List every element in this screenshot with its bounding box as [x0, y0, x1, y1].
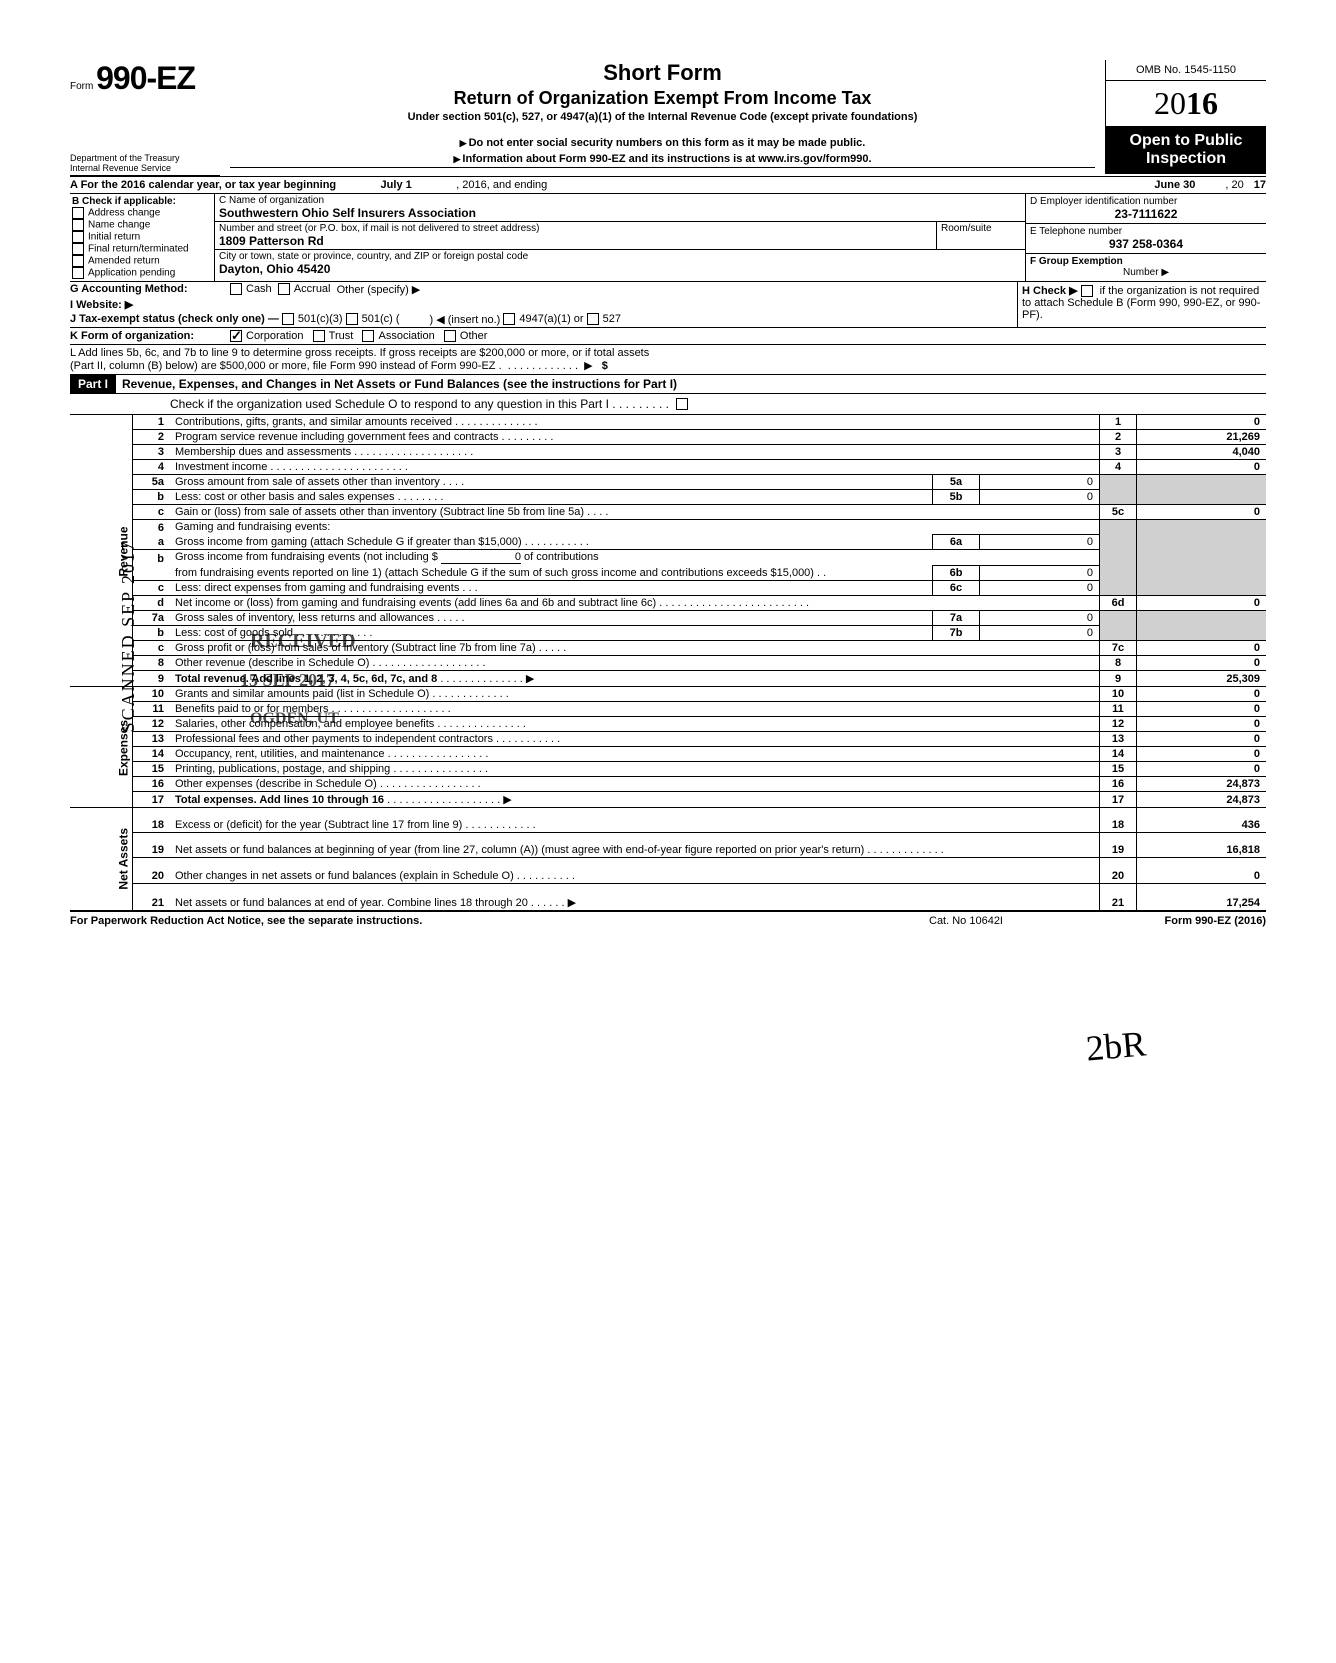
- chk-4947[interactable]: [503, 313, 515, 325]
- bcd-grid: B Check if applicable: Address change Na…: [70, 194, 1266, 282]
- line-5a-value[interactable]: 0: [980, 475, 1100, 490]
- org-city[interactable]: Dayton, Ohio 45420: [219, 262, 1021, 276]
- fy-end[interactable]: June 30: [1124, 179, 1225, 191]
- org-name[interactable]: Southwestern Ohio Self Insurers Associat…: [219, 206, 1021, 220]
- line-3-value[interactable]: 4,040: [1137, 445, 1267, 460]
- website[interactable]: I Website: ▶: [70, 298, 230, 311]
- omb: OMB No. 1545-1150: [1106, 60, 1266, 81]
- line-7a-value[interactable]: 0: [980, 611, 1100, 626]
- tax-year: 2016: [1106, 81, 1266, 126]
- chk-501c[interactable]: [346, 313, 358, 325]
- chk-other-org[interactable]: [444, 330, 456, 342]
- line-6b-value[interactable]: 0: [980, 566, 1100, 581]
- chk-initial-return[interactable]: [72, 231, 84, 243]
- line-2-value[interactable]: 21,269: [1137, 430, 1267, 445]
- line-20-value[interactable]: 0: [1137, 858, 1267, 883]
- line-5c-value[interactable]: 0: [1137, 505, 1267, 520]
- part1-header: Part I Revenue, Expenses, and Changes in…: [70, 375, 1266, 394]
- section-net-assets: Net Assets: [70, 808, 133, 911]
- line-19-value[interactable]: 16,818: [1137, 833, 1267, 858]
- line-10-value[interactable]: 0: [1137, 687, 1267, 702]
- line-6c-value[interactable]: 0: [980, 581, 1100, 596]
- chk-schedule-o[interactable]: [676, 398, 688, 410]
- line-4-value[interactable]: 0: [1137, 460, 1267, 475]
- line-7c-value[interactable]: 0: [1137, 641, 1267, 656]
- chk-cash[interactable]: [230, 283, 242, 295]
- chk-schedule-b[interactable]: [1081, 285, 1093, 297]
- chk-address-change[interactable]: [72, 207, 84, 219]
- form-header: Form 990-EZ Department of the Treasury I…: [70, 60, 1266, 176]
- scanned-stamp: SCANNED SEP 2017: [118, 540, 139, 732]
- form-number: Form 990-EZ: [70, 60, 220, 97]
- line-1-value[interactable]: 0: [1137, 415, 1267, 430]
- dept: Department of the Treasury Internal Reve…: [70, 153, 220, 176]
- line-11-value[interactable]: 0: [1137, 702, 1267, 717]
- right-box: OMB No. 1545-1150 2016 Open to PublicIns…: [1105, 60, 1266, 174]
- chk-trust[interactable]: [313, 330, 325, 342]
- col-d: D Employer identification number23-71116…: [1025, 194, 1266, 281]
- line-9-value[interactable]: 25,309: [1137, 671, 1267, 687]
- line-16-value[interactable]: 24,873: [1137, 777, 1267, 792]
- line-8-value[interactable]: 0: [1137, 656, 1267, 671]
- chk-amended-return[interactable]: [72, 255, 84, 267]
- line-13-value[interactable]: 0: [1137, 732, 1267, 747]
- chk-application-pending[interactable]: [72, 267, 84, 279]
- line-7b-value[interactable]: 0: [980, 626, 1100, 641]
- line-15-value[interactable]: 0: [1137, 762, 1267, 777]
- line-5b-value[interactable]: 0: [980, 490, 1100, 505]
- line-6a-value[interactable]: 0: [980, 535, 1100, 550]
- part1-table: Revenue 1Contributions, gifts, grants, a…: [70, 415, 1266, 911]
- signature: 2bR: [1084, 1022, 1147, 1069]
- org-address[interactable]: 1809 Patterson Rd: [219, 234, 932, 248]
- part1-check: Check if the organization used Schedule …: [70, 394, 1266, 415]
- g-h-rows: G Accounting Method: Cash Accrual Other …: [70, 282, 1266, 328]
- chk-final-return[interactable]: [72, 243, 84, 255]
- line-17-value[interactable]: 24,873: [1137, 792, 1267, 808]
- fy-begin[interactable]: July 1: [336, 179, 456, 191]
- footer: For Paperwork Reduction Act Notice, see …: [70, 911, 1266, 927]
- line-6b-contrib[interactable]: 0: [441, 551, 521, 564]
- row-a: A For the 2016 calendar year, or tax yea…: [70, 176, 1266, 194]
- chk-corporation[interactable]: [230, 330, 242, 342]
- title-block: Short Form Return of Organization Exempt…: [220, 60, 1105, 168]
- chk-name-change[interactable]: [72, 219, 84, 231]
- line-12-value[interactable]: 0: [1137, 717, 1267, 732]
- chk-527[interactable]: [587, 313, 599, 325]
- row-k: K Form of organization: Corporation Trus…: [70, 328, 1266, 345]
- ein[interactable]: 23-7111622: [1030, 207, 1262, 221]
- telephone[interactable]: 937 258-0364: [1030, 237, 1262, 251]
- col-b: B Check if applicable: Address change Na…: [70, 194, 215, 281]
- row-l: L Add lines 5b, 6c, and 7b to line 9 to …: [70, 345, 1266, 375]
- room-suite[interactable]: Room/suite: [936, 222, 1025, 249]
- line-14-value[interactable]: 0: [1137, 747, 1267, 762]
- line-18-value[interactable]: 436: [1137, 808, 1267, 833]
- chk-accrual[interactable]: [278, 283, 290, 295]
- chk-association[interactable]: [362, 330, 374, 342]
- open-to-public: Open to PublicInspection: [1106, 126, 1266, 174]
- line-6d-value[interactable]: 0: [1137, 596, 1267, 611]
- chk-501c3[interactable]: [282, 313, 294, 325]
- line-21-value[interactable]: 17,254: [1137, 883, 1267, 910]
